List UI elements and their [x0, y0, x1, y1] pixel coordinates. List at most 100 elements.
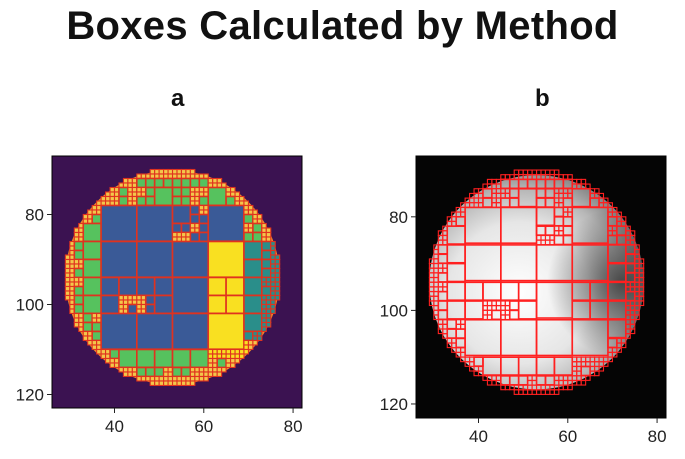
box — [265, 303, 272, 310]
box — [265, 299, 272, 306]
box — [109, 195, 116, 202]
box — [207, 371, 214, 378]
box — [105, 195, 111, 202]
box — [82, 240, 102, 261]
y-tick-label: 100 — [380, 301, 408, 320]
box — [136, 204, 174, 243]
box — [243, 344, 249, 351]
box — [270, 294, 276, 301]
box — [167, 380, 174, 387]
box — [261, 285, 272, 297]
box — [189, 195, 196, 202]
box — [243, 204, 249, 211]
box — [64, 276, 71, 283]
box — [136, 177, 147, 189]
box — [180, 380, 187, 387]
box — [64, 254, 71, 261]
box — [230, 186, 236, 193]
box — [243, 213, 254, 225]
box — [261, 267, 272, 279]
box — [598, 365, 605, 372]
box — [261, 317, 267, 324]
box — [91, 321, 102, 333]
box — [225, 195, 236, 207]
box — [270, 285, 276, 292]
panel-b-plot: 40 60 80 80 100 120 — [380, 155, 667, 446]
box — [118, 303, 124, 310]
box — [261, 299, 267, 306]
box — [198, 371, 205, 378]
box — [158, 168, 165, 175]
panel-b-frame — [415, 155, 667, 419]
box — [100, 240, 138, 279]
box — [136, 186, 142, 193]
box — [153, 366, 165, 378]
box — [189, 177, 201, 189]
box — [189, 213, 201, 225]
box — [207, 312, 245, 351]
box — [243, 276, 263, 297]
box — [127, 186, 133, 193]
box — [145, 375, 151, 382]
box — [171, 312, 210, 351]
box — [96, 348, 102, 355]
box — [122, 366, 129, 373]
box — [616, 347, 622, 353]
box — [234, 195, 241, 202]
box — [638, 300, 645, 307]
box — [270, 276, 276, 283]
box — [171, 231, 178, 238]
box — [136, 294, 142, 301]
box — [270, 308, 276, 315]
box — [118, 348, 138, 369]
box — [207, 276, 227, 297]
box — [153, 186, 174, 207]
box — [171, 222, 183, 234]
box — [176, 231, 183, 238]
box — [158, 380, 165, 387]
box — [73, 227, 80, 234]
box — [82, 294, 102, 315]
box — [109, 191, 116, 198]
box — [100, 276, 120, 297]
box — [225, 353, 232, 360]
box — [194, 371, 200, 378]
box — [154, 375, 160, 382]
box — [265, 308, 272, 315]
figure-title: Boxes Calculated by Method — [66, 4, 619, 48]
box — [154, 380, 160, 387]
box — [207, 240, 245, 279]
box — [189, 366, 196, 373]
box — [238, 348, 245, 355]
box — [136, 195, 147, 207]
box — [198, 213, 210, 225]
y-tick-label: 120 — [16, 386, 44, 405]
box — [144, 195, 156, 207]
box — [176, 375, 183, 382]
box — [567, 384, 573, 391]
box — [176, 380, 183, 387]
box — [91, 213, 102, 225]
box — [270, 240, 276, 247]
box — [189, 380, 196, 387]
box — [243, 330, 254, 342]
box — [216, 177, 223, 184]
box — [207, 353, 214, 360]
box — [73, 240, 85, 252]
box — [274, 254, 281, 261]
box — [189, 371, 196, 378]
box — [252, 222, 263, 234]
box — [207, 186, 227, 207]
box — [238, 195, 245, 202]
box — [180, 222, 192, 234]
box — [607, 356, 613, 363]
box — [225, 276, 245, 297]
box — [167, 168, 174, 175]
box — [171, 177, 183, 189]
box — [225, 294, 245, 315]
box — [64, 267, 71, 274]
box — [73, 249, 85, 261]
box — [136, 240, 174, 279]
box — [261, 258, 272, 270]
